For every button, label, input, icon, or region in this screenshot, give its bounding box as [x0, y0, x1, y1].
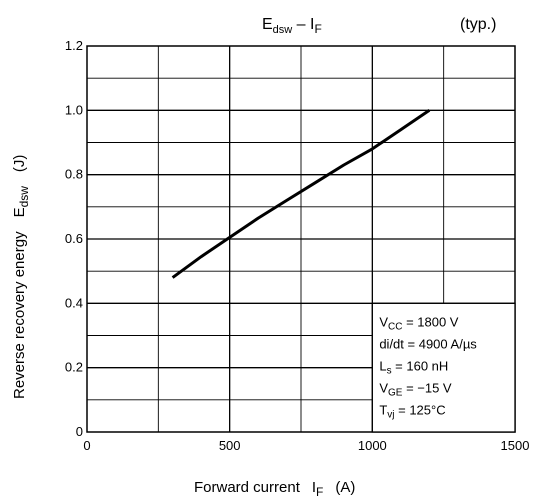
y-label-symbol: E [11, 207, 28, 217]
condition-line: VCC = 1800 V [379, 314, 458, 332]
plot-frame [86, 45, 516, 433]
y-tick-label: 0.6 [65, 231, 83, 246]
title-sep-sub: F [314, 22, 321, 36]
y-tick-label: 0.2 [65, 360, 83, 375]
y-tick-label: 1.0 [65, 102, 83, 117]
tick-labels: 0 500 1000 1500 0 0.2 0.4 0.6 0.8 1.0 1.2 [65, 38, 530, 453]
condition-line: Tvj = 125°C [379, 402, 445, 420]
chart-title: Edsw – IF [262, 16, 322, 36]
y-label-unit: (J) [11, 155, 28, 173]
condition-line: di/dt = 4900 A/µs [379, 336, 477, 351]
condition-line: Ls = 160 nH [379, 358, 448, 376]
x-tick-label: 0 [83, 438, 90, 453]
title-main-sub: dsw [273, 24, 293, 36]
x-label-symbol-sub: F [316, 485, 323, 499]
grid [87, 46, 515, 432]
conditions-box: VCC = 1800 V di/dt = 4900 A/µs Ls = 160 nH… [371, 302, 516, 433]
y-tick-label: 1.2 [65, 38, 83, 53]
condition-line: VGE = −15 V [379, 380, 452, 398]
x-label-text: Forward current [194, 479, 301, 496]
x-label-symbol: I [312, 479, 316, 496]
title-main: E [262, 16, 273, 33]
x-tick-label: 500 [219, 438, 241, 453]
y-label-text: Reverse recovery energy [11, 231, 28, 399]
x-tick-label: 1500 [501, 438, 530, 453]
title-note: (typ.) [460, 16, 496, 33]
y-label-symbol-sub: dsw [17, 186, 31, 208]
y-tick-label: 0 [76, 424, 83, 439]
x-tick-label: 1000 [358, 438, 387, 453]
x-label-unit: (A) [335, 479, 355, 496]
series-line [171, 109, 431, 279]
conditions-box-frame [371, 302, 516, 433]
x-axis-label: Forward current IF (A) [194, 479, 355, 499]
y-tick-label: 0.4 [65, 295, 83, 310]
series-layer [171, 109, 431, 279]
y-tick-label: 0.8 [65, 167, 83, 182]
y-axis-label: Reverse recovery energy Edsw (J) [11, 155, 31, 399]
title-sep: – I [292, 16, 314, 33]
